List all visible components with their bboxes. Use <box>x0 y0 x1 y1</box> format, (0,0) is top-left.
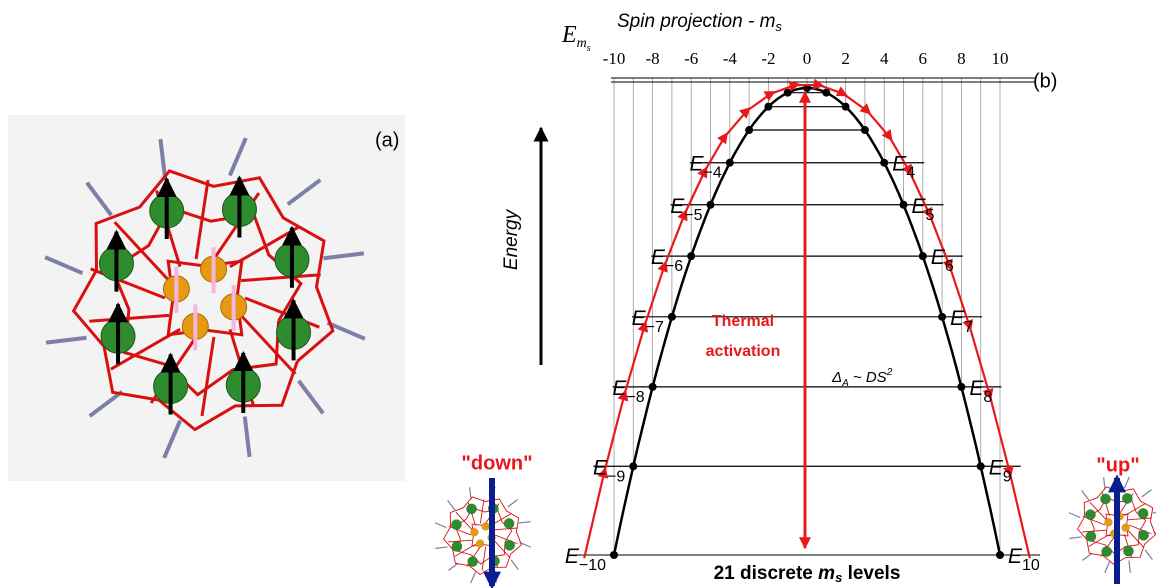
level-dot <box>880 158 889 167</box>
energy-axis-label: Energy <box>501 208 522 270</box>
level-dot <box>745 126 754 135</box>
tick-label: -6 <box>684 49 698 68</box>
level-label: E−6 <box>651 246 683 276</box>
level-dot <box>996 551 1004 559</box>
level-label: E9 <box>989 456 1012 486</box>
tick-label: 10 <box>992 49 1009 68</box>
panel-label: (b) <box>1033 70 1057 92</box>
panel-label: (a) <box>375 129 399 151</box>
level-label: E−8 <box>612 376 644 406</box>
level-dot <box>938 312 947 321</box>
level-label: E−9 <box>593 456 625 486</box>
tick-label: -8 <box>646 49 660 68</box>
tick-label: -2 <box>761 49 775 68</box>
level-dot <box>667 312 676 321</box>
level-dot <box>629 462 638 471</box>
thermal-path <box>583 78 1031 559</box>
molecule-thumbnail <box>434 478 532 588</box>
level-label: E7 <box>950 306 973 336</box>
level-label: E4 <box>892 152 915 182</box>
level-dot <box>976 462 985 471</box>
level-label: E6 <box>931 246 954 276</box>
molecule <box>44 137 366 459</box>
level-dot <box>918 252 927 261</box>
level-label: E5 <box>912 194 935 224</box>
tick-label: 8 <box>957 49 966 68</box>
thermal-label: activation <box>706 343 781 360</box>
energy-symbol: Ems <box>561 22 591 55</box>
level-dot <box>841 102 850 111</box>
tick-label: -4 <box>723 49 738 68</box>
down-label: "down" <box>461 452 532 474</box>
level-dot <box>706 200 715 209</box>
level-dot <box>764 102 773 111</box>
level-label: E−5 <box>670 194 702 224</box>
level-dot <box>957 382 966 391</box>
axis-title: Spin projection - ms <box>617 11 782 34</box>
level-dot <box>687 252 696 261</box>
level-label: E8 <box>969 376 992 406</box>
level-grid: -10 -8 -6 -4 -2 0 2 4 6 8 10 E−4 E−5 E−6 E−7 E−8 E−9 E−10… <box>565 49 1040 574</box>
level-label: E−4 <box>690 152 722 182</box>
tick-label: 4 <box>880 49 889 68</box>
level-dot <box>725 158 734 167</box>
footer-label: 21 discrete ms levels <box>714 563 901 585</box>
level-dot <box>648 382 657 391</box>
tick-label: 6 <box>919 49 928 68</box>
tick-label: -10 <box>603 49 626 68</box>
level-dot <box>860 126 869 135</box>
tick-label: 0 <box>803 49 812 68</box>
molecule-thumbnail <box>1068 474 1156 584</box>
up-label: "up" <box>1096 454 1139 476</box>
level-dot <box>899 200 908 209</box>
level-label: E−7 <box>632 306 664 336</box>
level-label: E−10 <box>565 545 606 575</box>
thermal-label: Thermal <box>712 313 774 330</box>
tick-label: 2 <box>841 49 850 68</box>
level-dot <box>610 551 618 559</box>
barrier-label: ΔA ~ DS2 <box>831 367 893 389</box>
level-label: E10 <box>1008 545 1040 575</box>
panel-a-background <box>8 115 405 481</box>
